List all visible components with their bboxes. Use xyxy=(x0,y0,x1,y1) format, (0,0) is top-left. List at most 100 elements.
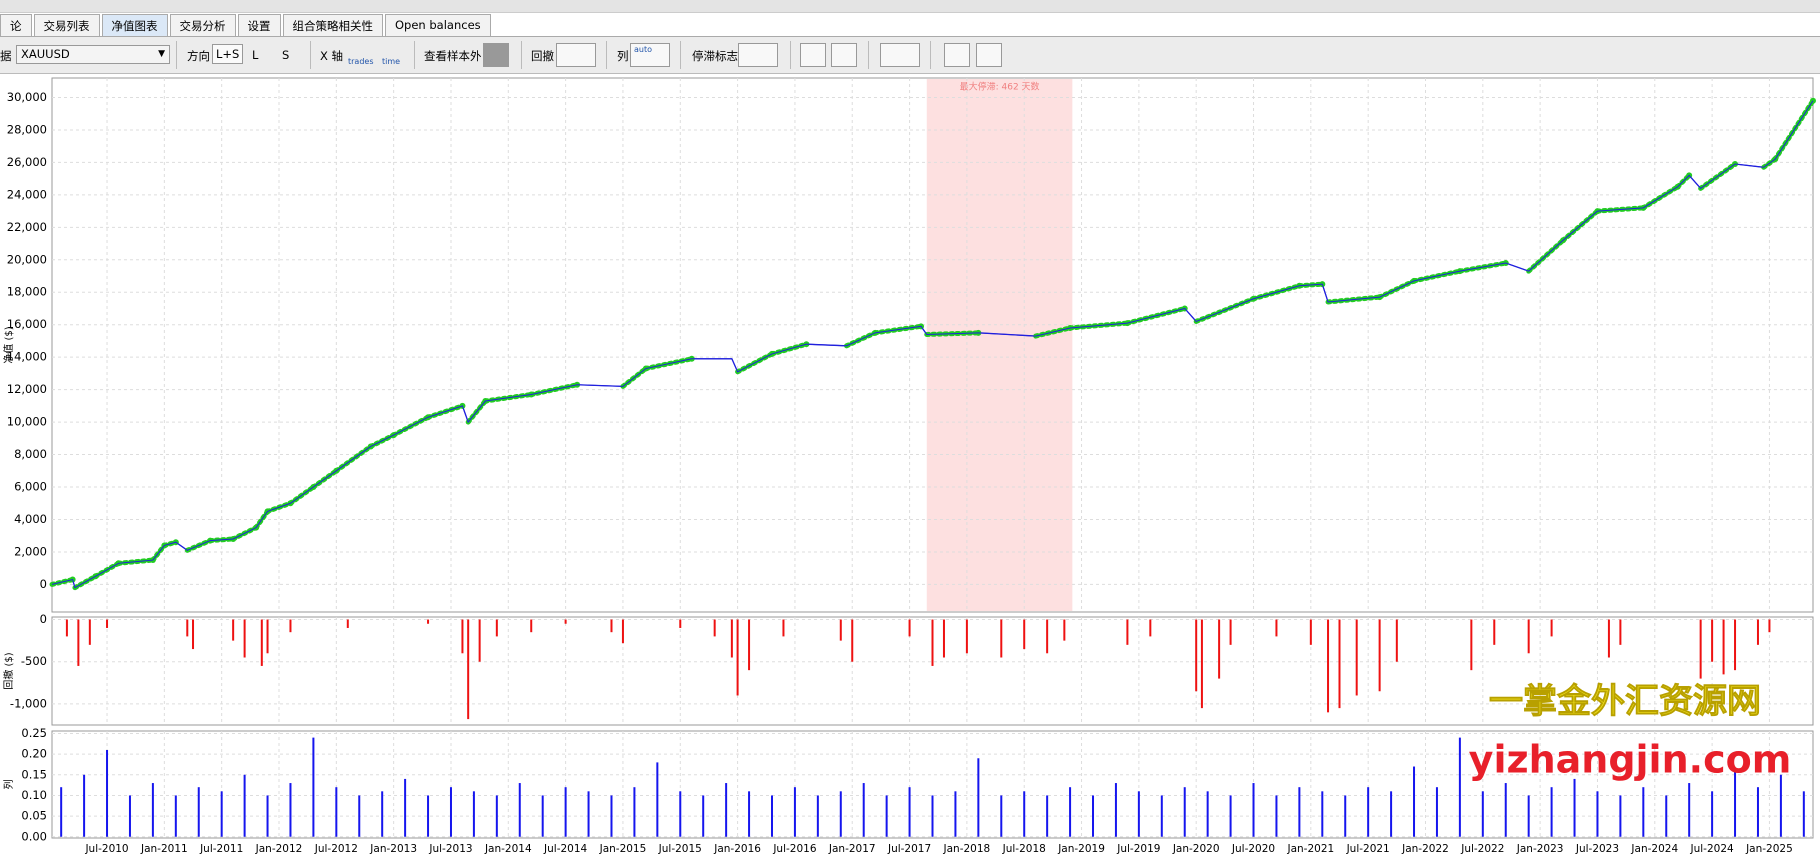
bar xyxy=(816,795,819,837)
bar xyxy=(1344,795,1347,837)
x-tick-label: Jul-2010 xyxy=(84,843,128,855)
tab[interactable]: 论 xyxy=(0,14,32,36)
bar xyxy=(192,619,195,650)
bar xyxy=(1252,783,1255,837)
option[interactable]: S xyxy=(282,48,290,62)
tab[interactable]: 设置 xyxy=(237,14,281,36)
button[interactable] xyxy=(976,43,1002,67)
bar xyxy=(449,787,452,837)
bar xyxy=(1229,795,1232,837)
bar xyxy=(186,619,189,637)
bar xyxy=(1183,787,1186,837)
bar xyxy=(1000,619,1003,658)
x-tick-label: Jan-2025 xyxy=(1745,843,1793,855)
bar xyxy=(1481,791,1484,837)
bar xyxy=(1550,787,1553,837)
option[interactable]: trades xyxy=(348,57,374,66)
bar xyxy=(839,791,842,837)
tab-bar: 论 交易列表 净值图表 交易分析 设置 组合策略相关性 Open balance… xyxy=(0,14,1820,37)
bar xyxy=(770,795,773,837)
x-tick-label: Jan-2019 xyxy=(1057,843,1105,855)
option[interactable]: time xyxy=(382,57,401,66)
bar xyxy=(289,619,292,633)
bar xyxy=(83,774,86,837)
bar xyxy=(621,619,624,644)
bar xyxy=(1298,787,1301,837)
bar xyxy=(1338,619,1341,709)
bar xyxy=(725,783,728,837)
x-tick-label: Jul-2013 xyxy=(428,843,472,855)
tab[interactable]: Open balances xyxy=(385,14,491,36)
button[interactable] xyxy=(800,43,826,67)
x-tick-label: Jan-2012 xyxy=(255,843,303,855)
bar xyxy=(243,619,246,658)
label: 据 xyxy=(0,49,12,63)
bar xyxy=(1114,783,1117,837)
option[interactable]: L+S xyxy=(212,44,244,64)
y-tick-label: 16,000 xyxy=(7,317,47,331)
bar xyxy=(266,619,269,654)
x-tick-label: Jul-2020 xyxy=(1231,843,1275,855)
bar xyxy=(1550,619,1553,637)
bar xyxy=(289,783,292,837)
tab[interactable]: 净值图表 xyxy=(101,14,168,36)
bar xyxy=(243,774,246,837)
bar xyxy=(1046,619,1049,654)
bar xyxy=(1470,619,1473,671)
bar xyxy=(478,619,481,662)
bar xyxy=(106,619,109,628)
watermark-url: yizhangjin.com xyxy=(1469,738,1792,782)
bar xyxy=(564,787,567,837)
bar xyxy=(1619,619,1622,645)
option[interactable]: L xyxy=(252,48,259,62)
bar xyxy=(1458,737,1461,837)
bar xyxy=(312,737,315,837)
dropdown[interactable] xyxy=(880,43,920,67)
button[interactable] xyxy=(831,43,857,67)
tab[interactable]: 组合策略相关性 xyxy=(282,14,383,36)
bar xyxy=(954,791,957,837)
x-tick-label: Jul-2018 xyxy=(1002,843,1046,855)
bar xyxy=(467,619,470,720)
stagnation-label: 最大停滞: 462 天数 xyxy=(960,81,1040,93)
x-tick-label: Jan-2022 xyxy=(1401,843,1449,855)
separator xyxy=(606,41,607,69)
tab[interactable]: 交易列表 xyxy=(33,14,100,36)
symbol-select[interactable]: XAUUSD ▼ xyxy=(16,45,170,64)
bar xyxy=(1355,619,1358,696)
dropdown[interactable] xyxy=(556,43,596,67)
bar xyxy=(1200,619,1203,709)
bar xyxy=(88,619,91,645)
toggle[interactable] xyxy=(483,43,509,67)
bar xyxy=(587,791,590,837)
button[interactable] xyxy=(944,43,970,67)
bar xyxy=(1023,791,1026,837)
bar xyxy=(427,795,430,837)
label: 方向 xyxy=(187,49,210,63)
bar xyxy=(1665,795,1668,837)
dropdown[interactable] xyxy=(738,43,778,67)
separator xyxy=(930,41,931,69)
y-axis-label: 回撤 ($) xyxy=(2,652,15,689)
bar xyxy=(1722,619,1725,675)
bar xyxy=(151,783,154,837)
tab[interactable]: 交易分析 xyxy=(169,14,236,36)
y-tick-label: 30,000 xyxy=(7,90,47,104)
bar xyxy=(1756,787,1759,837)
bar xyxy=(472,791,475,837)
dropdown[interactable]: auto xyxy=(630,43,670,67)
bar xyxy=(1069,787,1072,837)
bar xyxy=(1734,619,1737,671)
bar xyxy=(1321,791,1324,837)
stagnation-band xyxy=(926,79,1073,611)
y-tick-label: 0.05 xyxy=(21,809,47,823)
bar xyxy=(128,795,131,837)
bar xyxy=(346,619,349,628)
y-tick-label: 26,000 xyxy=(7,155,47,169)
bar xyxy=(965,619,968,654)
bar xyxy=(266,795,269,837)
bar xyxy=(1367,787,1370,837)
y-tick-label: 0.25 xyxy=(21,726,47,740)
bar xyxy=(931,619,934,666)
bar xyxy=(106,750,109,837)
